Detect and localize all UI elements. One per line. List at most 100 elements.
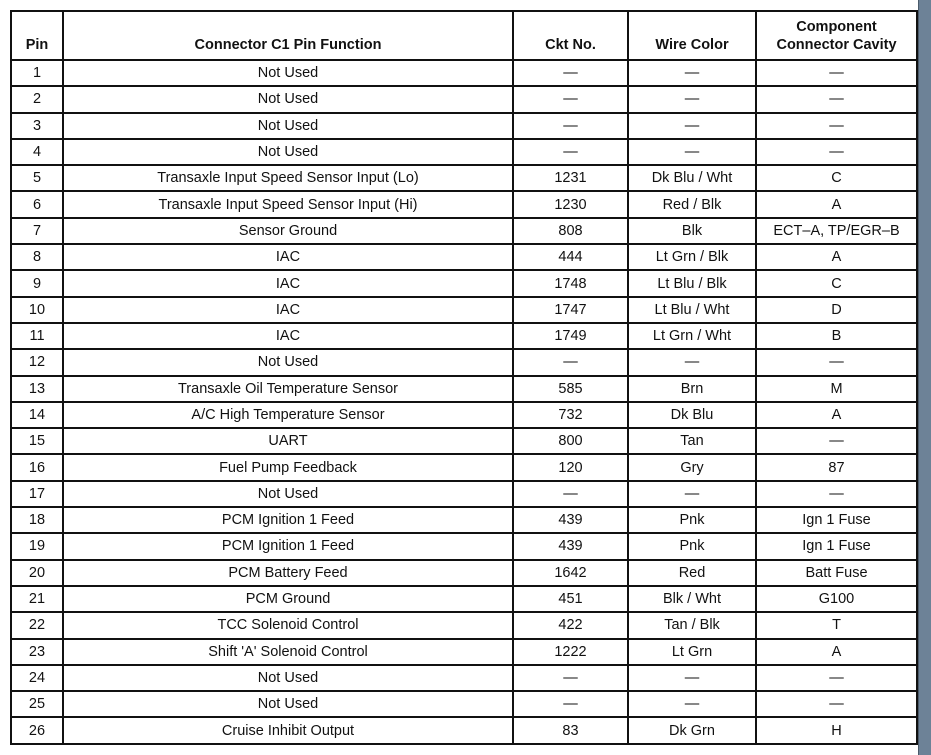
cell-wire-color: — [627, 58, 757, 88]
table-row: 3 Not Used — — — [10, 111, 918, 140]
cell-cavity: C [755, 164, 918, 193]
cell-wire-color: Tan [627, 427, 757, 456]
cell-pin: 8 [10, 243, 64, 272]
cell-cavity: — [755, 663, 918, 693]
cell-wire-color: Dk Blu / Wht [627, 164, 757, 193]
cell-wire-color: Pnk [627, 506, 757, 535]
cell-function: Transaxle Oil Temperature Sensor [62, 374, 514, 403]
cell-cavity: — [755, 479, 918, 509]
cell-function: IAC [62, 295, 514, 324]
cell-wire-color: Lt Blu / Blk [627, 269, 757, 298]
cell-circuit-number: — [512, 348, 629, 377]
cell-pin: 22 [10, 611, 64, 640]
cell-wire-color: Blk / Wht [627, 584, 757, 614]
cell-wire-color: Blk [627, 216, 757, 246]
column-header-pin: Pin [10, 10, 64, 61]
cell-function: A/C High Temperature Sensor [62, 400, 514, 430]
cell-cavity: Ign 1 Fuse [755, 532, 918, 561]
cell-cavity: — [755, 58, 918, 88]
cell-function: Sensor Ground [62, 216, 514, 246]
table-row: 23 Shift 'A' Solenoid Control 1222 Lt Grn A [10, 637, 918, 666]
cell-wire-color: — [627, 690, 757, 719]
table-row: 8 IAC 444 Lt Grn / Blk A [10, 243, 918, 272]
cell-wire-color: Lt Grn / Wht [627, 321, 757, 351]
cell-cavity: A [755, 400, 918, 430]
cell-pin: 1 [10, 58, 64, 88]
cell-circuit-number: — [512, 137, 629, 167]
cell-function: Transaxle Input Speed Sensor Input (Lo) [62, 164, 514, 193]
cell-cavity: — [755, 85, 918, 114]
cell-circuit-number: — [512, 479, 629, 509]
cell-cavity: T [755, 611, 918, 640]
cell-pin: 12 [10, 348, 64, 377]
cell-cavity: A [755, 243, 918, 272]
cell-cavity: C [755, 269, 918, 298]
cell-pin: 10 [10, 295, 64, 324]
cell-wire-color: — [627, 85, 757, 114]
cell-wire-color: Gry [627, 453, 757, 482]
cell-function: Not Used [62, 58, 514, 88]
table-row: 18 PCM Ignition 1 Feed 439 Pnk Ign 1 Fuse [10, 506, 918, 535]
cell-pin: 3 [10, 111, 64, 140]
cell-cavity: 87 [755, 453, 918, 482]
cell-pin: 2 [10, 85, 64, 114]
cell-circuit-number: 1748 [512, 269, 629, 298]
cell-wire-color: Red [627, 558, 757, 587]
table-row: 19 PCM Ignition 1 Feed 439 Pnk Ign 1 Fuse [10, 532, 918, 561]
cell-wire-color: Lt Grn / Blk [627, 243, 757, 272]
cell-cavity: — [755, 348, 918, 377]
table-row: 5 Transaxle Input Speed Sensor Input (Lo)… [10, 164, 918, 193]
table-row: 24 Not Used — — — [10, 663, 918, 693]
column-header-cavity: Component Connector Cavity [755, 10, 918, 61]
cell-circuit-number: — [512, 690, 629, 719]
cell-cavity: D [755, 295, 918, 324]
table-row: 7 Sensor Ground 808 Blk ECT–A, TP/EGR–B [10, 216, 918, 246]
cell-cavity: ECT–A, TP/EGR–B [755, 216, 918, 246]
table-row: 26 Cruise Inhibit Output 83 Dk Grn H [10, 716, 918, 745]
cell-circuit-number: 732 [512, 400, 629, 430]
cell-pin: 25 [10, 690, 64, 719]
cell-cavity: — [755, 111, 918, 140]
cell-circuit-number: 1222 [512, 637, 629, 666]
cell-cavity: H [755, 716, 918, 745]
cell-cavity: — [755, 137, 918, 167]
scrollbar-edge [918, 0, 931, 755]
cell-function: IAC [62, 243, 514, 272]
table-row: 22 TCC Solenoid Control 422 Tan / Blk T [10, 611, 918, 640]
cell-cavity: G100 [755, 584, 918, 614]
cell-circuit-number: 1747 [512, 295, 629, 324]
cell-circuit-number: 439 [512, 506, 629, 535]
cell-circuit-number: 451 [512, 584, 629, 614]
header-row: Pin Connector C1 Pin Function Ckt No. Wire … [10, 10, 918, 61]
cell-function: IAC [62, 321, 514, 351]
cell-pin: 9 [10, 269, 64, 298]
cell-cavity: M [755, 374, 918, 403]
cell-pin: 24 [10, 663, 64, 693]
cell-function: Not Used [62, 85, 514, 114]
cell-circuit-number: — [512, 663, 629, 693]
cell-function: Cruise Inhibit Output [62, 716, 514, 745]
cell-circuit-number: 83 [512, 716, 629, 745]
cell-function: PCM Ignition 1 Feed [62, 506, 514, 535]
cell-wire-color: — [627, 663, 757, 693]
cell-pin: 13 [10, 374, 64, 403]
table-row: 11 IAC 1749 Lt Grn / Wht B [10, 321, 918, 351]
cell-function: UART [62, 427, 514, 456]
cell-pin: 5 [10, 164, 64, 193]
cell-wire-color: — [627, 348, 757, 377]
cell-function: Not Used [62, 137, 514, 167]
cell-cavity: A [755, 190, 918, 219]
cell-circuit-number: 1749 [512, 321, 629, 351]
cell-circuit-number: — [512, 111, 629, 140]
cell-wire-color: — [627, 111, 757, 140]
cell-circuit-number: 800 [512, 427, 629, 456]
cell-function: Shift 'A' Solenoid Control [62, 637, 514, 666]
table-row: 15 UART 800 Tan — [10, 427, 918, 456]
cell-wire-color: — [627, 137, 757, 167]
cell-wire-color: Dk Blu [627, 400, 757, 430]
cell-function: TCC Solenoid Control [62, 611, 514, 640]
cell-wire-color: Tan / Blk [627, 611, 757, 640]
cell-function: Not Used [62, 663, 514, 693]
table-row: 20 PCM Battery Feed 1642 Red Batt Fuse [10, 558, 918, 587]
cell-pin: 11 [10, 321, 64, 351]
